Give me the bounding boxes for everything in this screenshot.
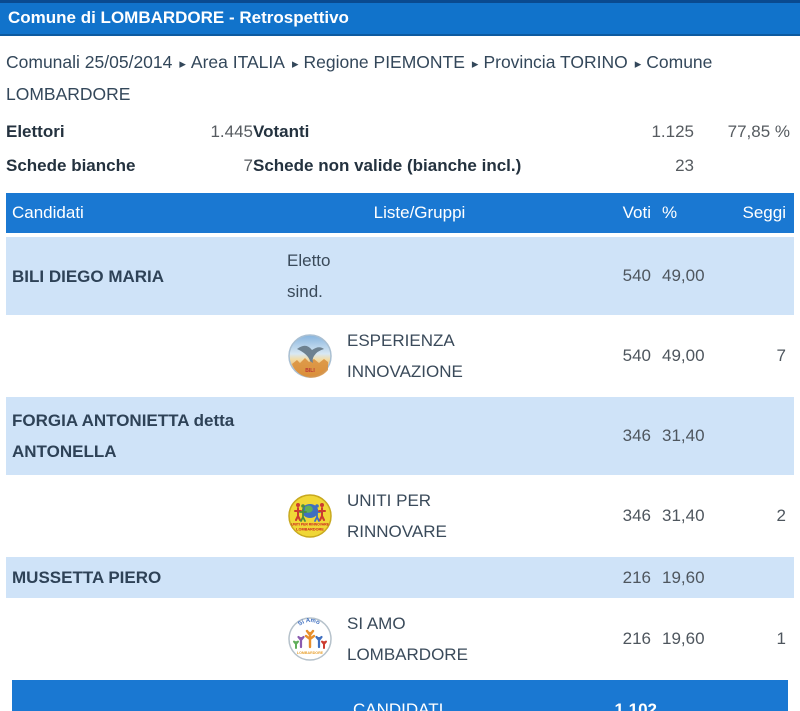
esperienza-innovazione-logo: BILI [281, 334, 339, 378]
votes-value: 216 [622, 567, 651, 587]
page-title: Comune di LOMBARDORE - Retrospettivo [0, 0, 800, 36]
percent-value: 19,60 [662, 629, 705, 648]
votes-value: 540 [622, 266, 651, 285]
breadcrumb: Comunali 25/05/2014 ▸ Area ITALIA ▸ Regione … [0, 36, 800, 111]
totale-candidati-voti: 1.102 [614, 700, 657, 711]
percent-value: 49,00 [662, 266, 705, 285]
elected-note: Eletto sind. [287, 251, 331, 301]
votanti-percent: 77,85 % [727, 122, 790, 141]
list-name: UNITI PER RINNOVARE [347, 491, 447, 541]
list-row: UNITI PER RINNOVARE LOMBARDORE UNITI PER… [6, 479, 794, 553]
logo-text-bili: BILI [305, 368, 315, 374]
breadcrumb-separator-icon: ▸ [471, 56, 479, 71]
seats-value: 2 [776, 506, 786, 525]
breadcrumb-item-election[interactable]: Comunali 25/05/2014 [6, 52, 173, 72]
votes-value: 346 [622, 506, 651, 525]
totals-section: TOTALE CANDIDATI 1.102 LISTE 1.102 10 [12, 680, 788, 711]
header-liste-gruppi: Liste/Gruppi [373, 203, 466, 222]
breadcrumb-separator-icon: ▸ [291, 56, 299, 71]
list-name: ESPERIENZA INNOVAZIONE [347, 331, 463, 381]
results-table: Candidati Liste/Gruppi Voti % Seggi BILI… [6, 193, 794, 711]
candidate-name: FORGIA ANTONIETTA detta ANTONELLA [12, 411, 235, 461]
percent-value: 31,40 [662, 506, 705, 525]
candidate-row: MUSSETTA PIERO 216 19,60 [6, 557, 794, 598]
percent-value: 31,40 [662, 426, 705, 445]
percent-value: 19,60 [662, 567, 705, 587]
schede-bianche-label: Schede bianche [6, 156, 136, 175]
list-row: Si Amo LOMBARDORE SI AMO LOMBARDORE 216 … [6, 602, 794, 676]
stat-row-votanti: Elettori 1.445 Votanti 1.125 77,85 % [6, 115, 790, 149]
header-candidati: Candidati [12, 203, 84, 222]
seats-value: 1 [776, 629, 786, 648]
logo-text-siamo: Si Amo [297, 618, 321, 628]
logo-text-lombardore: LOMBARDORE [297, 651, 324, 655]
breadcrumb-item-regione[interactable]: Regione PIEMONTE [303, 52, 465, 72]
list-name: SI AMO LOMBARDORE [347, 614, 468, 664]
totale-candidati-row: CANDIDATI 1.102 [12, 686, 788, 711]
schede-bianche-value: 7 [243, 156, 253, 175]
totale-candidati-label: CANDIDATI [353, 700, 444, 711]
elettori-value: 1.445 [210, 122, 253, 141]
votes-value: 216 [622, 629, 651, 648]
breadcrumb-item-area[interactable]: Area ITALIA [190, 52, 285, 72]
candidate-name: BILI DIEGO MARIA [12, 266, 165, 286]
votes-value: 346 [622, 426, 651, 445]
header-percent: % [662, 203, 678, 222]
elettori-label: Elettori [6, 122, 65, 141]
list-row: BILI ESPERIENZA INNOVAZIONE 540 49,00 7 [6, 319, 794, 393]
votanti-value: 1.125 [651, 122, 694, 141]
header-voti: Voti [622, 203, 651, 222]
breadcrumb-item-comune[interactable]: Comune LOMBARDORE [6, 52, 713, 104]
votanti-label: Votanti [253, 122, 310, 141]
breadcrumb-separator-icon: ▸ [634, 56, 642, 71]
logo-text-uniti: UNITI PER RINNOVARE [291, 523, 330, 527]
logo-text-lombardore: LOMBARDORE [296, 528, 324, 532]
svg-text:Si Amo: Si Amo [297, 618, 321, 628]
breadcrumb-item-provincia[interactable]: Provincia TORINO [483, 52, 628, 72]
table-header: Candidati Liste/Gruppi Voti % Seggi [6, 193, 794, 233]
candidate-row: BILI DIEGO MARIA Eletto sind. 540 49,00 [6, 237, 794, 315]
breadcrumb-separator-icon: ▸ [179, 56, 186, 71]
schede-non-valide-label: Schede non valide (bianche incl.) [253, 156, 522, 175]
uniti-per-rinnovare-logo: UNITI PER RINNOVARE LOMBARDORE [281, 494, 339, 538]
candidate-row: FORGIA ANTONIETTA detta ANTONELLA 346 31… [6, 397, 794, 475]
votes-value: 540 [622, 346, 651, 365]
header-seggi: Seggi [742, 203, 786, 222]
candidate-name: MUSSETTA PIERO [12, 568, 162, 587]
si-amo-lombardore-logo: Si Amo LOMBARDORE [281, 617, 339, 661]
seats-value: 7 [776, 346, 786, 365]
summary-stats: Elettori 1.445 Votanti 1.125 77,85 % Sch… [0, 111, 800, 189]
percent-value: 49,00 [662, 346, 705, 365]
schede-non-valide-value: 23 [675, 156, 694, 175]
stat-row-schede: Schede bianche 7 Schede non valide (bian… [6, 149, 790, 183]
